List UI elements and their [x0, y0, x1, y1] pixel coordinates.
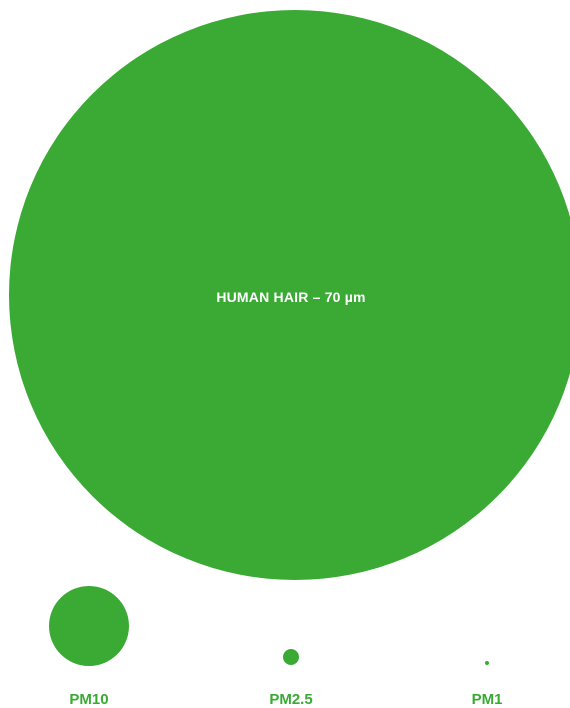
human-hair-circle	[9, 10, 570, 580]
pm10-circle	[49, 586, 129, 666]
pm2-5-label: PM2.5	[269, 691, 313, 708]
pm1-circle	[485, 661, 489, 665]
pm10-label: PM10	[69, 691, 109, 708]
pm2-5-circle	[283, 649, 299, 665]
pm1-label: PM1	[471, 691, 503, 708]
human-hair-label: HUMAN HAIR – 70 µm	[216, 289, 366, 305]
